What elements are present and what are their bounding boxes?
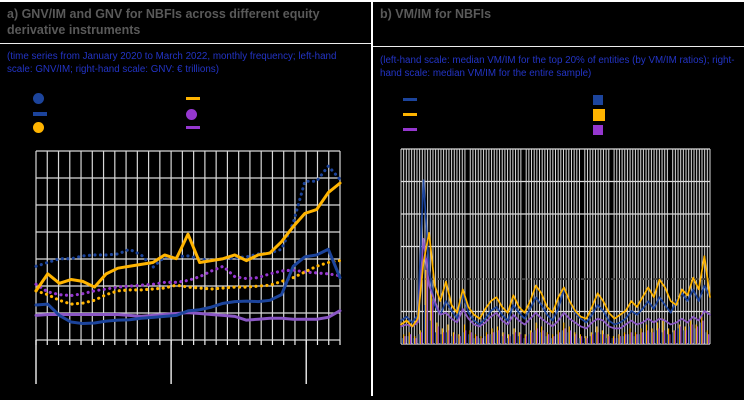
panel-b-title: b) VM/IM for NBFIs [380,7,492,21]
legend-marker-yellow-dash [403,112,417,117]
legend-marker-blue-dash [33,112,47,116]
legend-marker-purple_bright-square [593,124,603,135]
panel-b-subtitle: (left-hand scale: median VM/IM for the t… [380,55,735,79]
legend-marker-blue-circle [33,93,44,104]
panel-a-title: a) GNV/IM and GNV for NBFIs across diffe… [7,7,320,38]
legend-marker-blue-dash [403,97,417,102]
panel-divider [371,0,373,396]
legend-marker-yellow-circle [33,122,44,133]
panel-b-legend [373,0,744,145]
legend-marker-blue-square [593,94,603,105]
legend-marker-purple_bright-circle [186,108,197,120]
legend-marker-yellow-dash [186,96,200,101]
panel-a: a) GNV/IM and GNV for NBFIs across diffe… [0,0,371,400]
panel-a-separator [0,43,371,44]
legend-marker-purple_bright-dash [186,125,200,130]
legend-marker-purple_bright-dash [403,127,417,132]
legend-marker-yellow-square [593,108,605,121]
panel-a-subtitle: (time series from January 2020 to March … [7,51,337,75]
panel-b-separator [373,46,744,47]
panel-b: b) VM/IM for NBFIs (left-hand scale: med… [373,0,744,400]
panel-a-legend [0,0,371,145]
